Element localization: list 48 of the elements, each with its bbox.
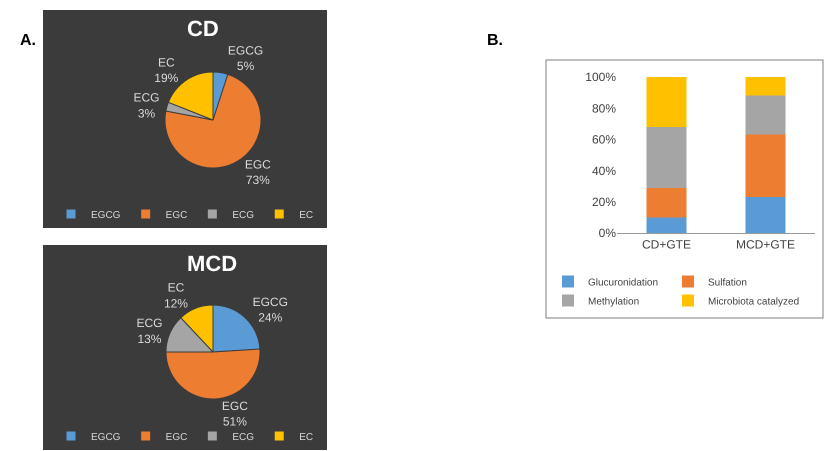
legend-label: Sulfation (708, 277, 747, 288)
slice-label: ECG (133, 90, 160, 105)
legend-label: EGCG (91, 210, 121, 221)
slice-label: EGCG (228, 43, 264, 58)
bar (746, 77, 786, 96)
slice-label: EC (168, 280, 185, 295)
x-tick-label: MCD+GTE (736, 237, 796, 252)
legend-label: EGC (166, 432, 188, 443)
legend-label: EC (299, 210, 314, 221)
text: B. (487, 32, 503, 49)
legend-label: EC (299, 432, 314, 443)
data-label: 5% (236, 58, 255, 73)
bar (746, 197, 786, 233)
y-tick-label: 60% (592, 132, 616, 147)
data-label: 3% (138, 106, 156, 120)
y-tick-label: 80% (592, 101, 616, 116)
slice-label: EGCG (252, 295, 288, 310)
y-tick-label: 20% (592, 195, 616, 209)
slice-label: ECG (136, 316, 162, 330)
legend-label: EGC (166, 210, 188, 221)
data-label: 73% (246, 173, 270, 188)
data-label: 12% (164, 296, 188, 310)
data-label: 19% (154, 70, 179, 85)
data-label: 13% (137, 332, 162, 346)
legend-label: ECG (232, 432, 254, 443)
legend-label: Glucuronidation (588, 277, 658, 288)
text: A. (20, 32, 36, 49)
y-tick-label: 100% (585, 70, 616, 84)
chart-title: CD (187, 16, 219, 41)
legend-label: EGCG (91, 432, 121, 443)
data-label: 24% (258, 310, 283, 325)
slice-label: EGC (244, 157, 272, 172)
bar (646, 77, 686, 127)
slice-label: EC (158, 55, 175, 70)
bar (646, 126, 686, 188)
bar (646, 217, 686, 233)
chart-title: MCD (187, 251, 238, 276)
data-label: 51% (222, 414, 248, 429)
slice-label: EGC (222, 398, 248, 413)
bar (746, 96, 786, 135)
legend-label: ECG (232, 210, 254, 221)
y-tick-label: 0% (598, 226, 616, 240)
legend-label: Microbiota catalyzed (708, 296, 800, 308)
x-tick-label: CD+GTE (642, 237, 692, 252)
y-tick-label: 40% (592, 164, 616, 178)
bar (646, 188, 686, 218)
bar (746, 134, 786, 198)
legend-label: Methylation (588, 296, 640, 308)
